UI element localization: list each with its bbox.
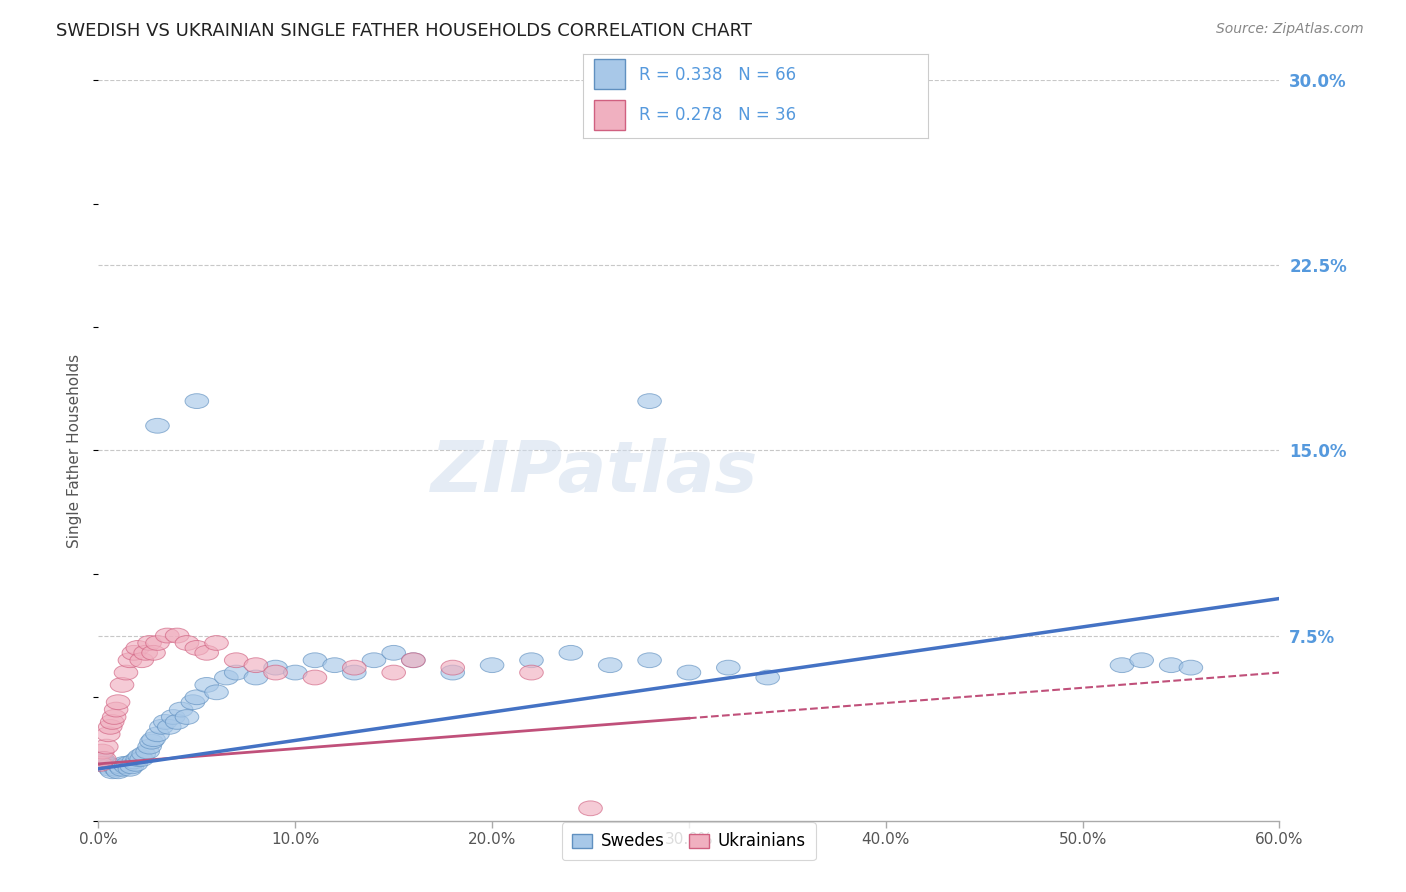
Text: R = 0.278   N = 36: R = 0.278 N = 36: [638, 106, 796, 124]
FancyBboxPatch shape: [593, 60, 624, 89]
Text: SWEDISH VS UKRAINIAN SINGLE FATHER HOUSEHOLDS CORRELATION CHART: SWEDISH VS UKRAINIAN SINGLE FATHER HOUSE…: [56, 22, 752, 40]
Text: ZIPatlas: ZIPatlas: [430, 438, 758, 508]
Text: R = 0.338   N = 66: R = 0.338 N = 66: [638, 66, 796, 84]
Text: Source: ZipAtlas.com: Source: ZipAtlas.com: [1216, 22, 1364, 37]
Y-axis label: Single Father Households: Single Father Households: [67, 353, 83, 548]
FancyBboxPatch shape: [593, 100, 624, 130]
Legend: Swedes, Ukrainians: Swedes, Ukrainians: [562, 822, 815, 861]
